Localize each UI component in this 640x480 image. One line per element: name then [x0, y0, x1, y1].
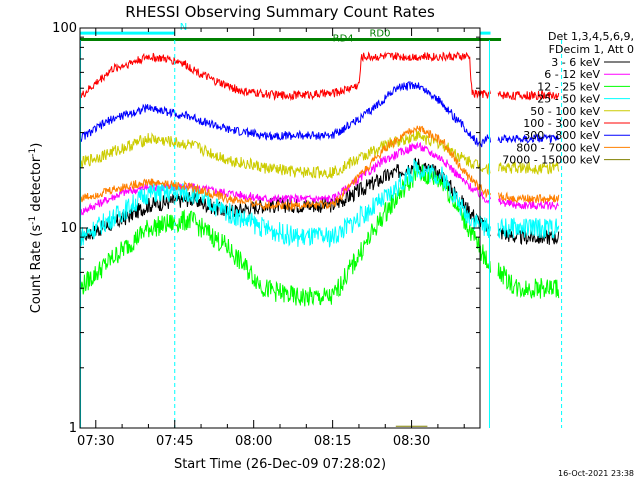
data-layer: [79, 51, 560, 427]
legend-label: 25 - 50 keV: [537, 93, 600, 106]
series-line: [79, 158, 491, 248]
series-line: [497, 161, 560, 176]
series-line: [497, 90, 560, 101]
series-line: [79, 130, 491, 180]
legend-label: 50 - 100 keV: [530, 105, 600, 118]
timestamp: 16-Oct-2021 23:38: [558, 469, 634, 478]
series-300-800-kev: [79, 80, 559, 148]
series-800-7000-kev: [79, 125, 560, 212]
state-label-rd0: RD0: [369, 29, 390, 40]
x-tick-label: 07:30: [77, 434, 114, 449]
y-tick-label: 100: [52, 21, 77, 36]
legend-label: 12 - 25 keV: [537, 80, 600, 93]
legend: Det 1,3,4,5,6,9, FDecim 1, Att 0 3 - 6 k…: [502, 30, 634, 167]
state-label-rd4: RD4: [333, 34, 354, 45]
series-12-25-kev: [79, 164, 560, 307]
chart-title: RHESSI Observing Summary Count Rates: [125, 3, 435, 21]
legend-header-line-1: Det 1,3,4,5,6,9,: [548, 30, 634, 43]
x-axis-label: Start Time (26-Dec-09 07:28:02): [174, 457, 386, 472]
legend-label: 7000 - 15000 keV: [502, 154, 600, 167]
legend-label: 6 - 12 keV: [544, 68, 600, 81]
series-line: [79, 164, 491, 307]
series-line: [497, 262, 560, 299]
legend-label: 300 - 800 keV: [523, 129, 600, 142]
legend-label: 800 - 7000 keV: [516, 141, 600, 154]
series-line: [498, 197, 559, 211]
legend-header-line-2: FDecim 1, Att 0: [549, 43, 634, 56]
series-50-100-kev: [79, 130, 560, 180]
y-tick-label: 10: [60, 221, 77, 236]
series-line: [79, 125, 491, 212]
legend-label: 3 - 6 keV: [551, 56, 600, 69]
axes: 07:30 07:45 08:00 08:15 08:30 1 10 100: [52, 21, 480, 449]
x-tick-label: 08:00: [235, 434, 272, 449]
x-tick-label: 08:30: [393, 434, 430, 449]
series-line: [79, 51, 491, 102]
time-markers: [80, 40, 563, 428]
x-tick-label: 08:15: [314, 434, 351, 449]
series-line: [497, 217, 560, 239]
series-100-300-kev: [79, 51, 560, 102]
y-axis-label: Count Rate (s-1 detector-1): [28, 143, 44, 314]
series-line: [497, 133, 559, 144]
legend-label: 100 - 300 keV: [523, 117, 600, 130]
series-25-50-kev: [79, 158, 560, 248]
series-line: [79, 80, 491, 148]
series-line: [498, 191, 560, 204]
x-tick-label: 07:45: [156, 434, 193, 449]
y-tick-label: 1: [69, 421, 77, 436]
